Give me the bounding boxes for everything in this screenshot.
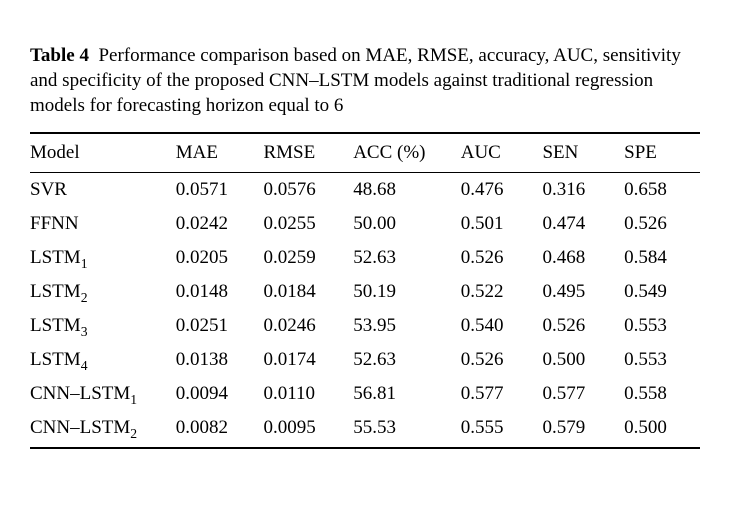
cell-spe: 0.584 <box>624 241 700 275</box>
model-base: FFNN <box>30 213 79 234</box>
cell-sen: 0.500 <box>542 343 624 377</box>
cell-acc: 48.68 <box>353 173 461 208</box>
table-row: LSTM30.02510.024653.950.5400.5260.553 <box>30 309 700 343</box>
cell-mae: 0.0138 <box>176 343 264 377</box>
table-label: Table 4 <box>30 45 89 66</box>
cell-model: LSTM3 <box>30 309 176 343</box>
cell-sen: 0.495 <box>542 275 624 309</box>
performance-table: Model MAE RMSE ACC (%) AUC SEN SPE SVR 0.… <box>30 132 700 449</box>
cell-auc: 0.522 <box>461 275 543 309</box>
cell-mae: 0.0148 <box>176 275 264 309</box>
cell-spe: 0.553 <box>624 309 700 343</box>
cell-rmse: 0.0095 <box>263 411 353 448</box>
cell-sen: 0.468 <box>542 241 624 275</box>
table-caption: Table 4 Performance comparison based on … <box>30 43 700 118</box>
cell-auc: 0.501 <box>461 207 543 241</box>
table-header-row: Model MAE RMSE ACC (%) AUC SEN SPE <box>30 133 700 173</box>
col-header-rmse: RMSE <box>263 133 353 173</box>
model-subscript: 4 <box>81 358 88 373</box>
cell-acc: 55.53 <box>353 411 461 448</box>
cell-auc: 0.476 <box>461 173 543 208</box>
cell-sen: 0.526 <box>542 309 624 343</box>
cell-rmse: 0.0110 <box>263 377 353 411</box>
cell-spe: 0.549 <box>624 275 700 309</box>
cell-sen: 0.474 <box>542 207 624 241</box>
model-subscript: 3 <box>81 324 88 339</box>
cell-acc: 56.81 <box>353 377 461 411</box>
model-base: CNN–LSTM <box>30 383 130 404</box>
col-header-model: Model <box>30 133 176 173</box>
col-header-mae: MAE <box>176 133 264 173</box>
cell-model: CNN–LSTM1 <box>30 377 176 411</box>
model-base: LSTM <box>30 349 81 370</box>
cell-mae: 0.0082 <box>176 411 264 448</box>
cell-spe: 0.500 <box>624 411 700 448</box>
cell-acc: 50.00 <box>353 207 461 241</box>
col-header-auc: AUC <box>461 133 543 173</box>
cell-auc: 0.555 <box>461 411 543 448</box>
cell-spe: 0.553 <box>624 343 700 377</box>
table-body: SVR 0.05710.057648.680.4760.3160.658 FFNN 0… <box>30 173 700 449</box>
cell-rmse: 0.0174 <box>263 343 353 377</box>
cell-spe: 0.658 <box>624 173 700 208</box>
table-row: FFNN 0.02420.025550.000.5010.4740.526 <box>30 207 700 241</box>
cell-sen: 0.577 <box>542 377 624 411</box>
model-subscript: 1 <box>81 256 88 271</box>
cell-mae: 0.0094 <box>176 377 264 411</box>
cell-rmse: 0.0255 <box>263 207 353 241</box>
cell-rmse: 0.0246 <box>263 309 353 343</box>
model-subscript: 1 <box>130 392 137 407</box>
model-base: LSTM <box>30 281 81 302</box>
cell-mae: 0.0205 <box>176 241 264 275</box>
cell-auc: 0.540 <box>461 309 543 343</box>
cell-model: LSTM4 <box>30 343 176 377</box>
cell-rmse: 0.0184 <box>263 275 353 309</box>
model-subscript: 2 <box>130 426 137 441</box>
table-caption-text: Performance comparison based on MAE, RMS… <box>30 45 681 116</box>
model-base: CNN–LSTM <box>30 417 130 438</box>
model-subscript: 2 <box>81 290 88 305</box>
cell-model: LSTM2 <box>30 275 176 309</box>
cell-rmse: 0.0259 <box>263 241 353 275</box>
table-row: LSTM20.01480.018450.190.5220.4950.549 <box>30 275 700 309</box>
cell-auc: 0.526 <box>461 241 543 275</box>
cell-spe: 0.558 <box>624 377 700 411</box>
cell-model: SVR <box>30 173 176 208</box>
cell-auc: 0.526 <box>461 343 543 377</box>
table-row: LSTM40.01380.017452.630.5260.5000.553 <box>30 343 700 377</box>
cell-model: FFNN <box>30 207 176 241</box>
cell-rmse: 0.0576 <box>263 173 353 208</box>
cell-acc: 53.95 <box>353 309 461 343</box>
col-header-acc: ACC (%) <box>353 133 461 173</box>
model-base: LSTM <box>30 315 81 336</box>
col-header-spe: SPE <box>624 133 700 173</box>
model-base: LSTM <box>30 247 81 268</box>
cell-model: LSTM1 <box>30 241 176 275</box>
cell-mae: 0.0571 <box>176 173 264 208</box>
table-row: LSTM10.02050.025952.630.5260.4680.584 <box>30 241 700 275</box>
performance-table-block: Table 4 Performance comparison based on … <box>30 43 700 449</box>
cell-spe: 0.526 <box>624 207 700 241</box>
cell-sen: 0.316 <box>542 173 624 208</box>
cell-acc: 52.63 <box>353 343 461 377</box>
cell-model: CNN–LSTM2 <box>30 411 176 448</box>
table-row: CNN–LSTM20.00820.009555.530.5550.5790.50… <box>30 411 700 448</box>
col-header-sen: SEN <box>542 133 624 173</box>
table-row: CNN–LSTM10.00940.011056.810.5770.5770.55… <box>30 377 700 411</box>
cell-acc: 50.19 <box>353 275 461 309</box>
model-base: SVR <box>30 179 67 200</box>
cell-sen: 0.579 <box>542 411 624 448</box>
table-row: SVR 0.05710.057648.680.4760.3160.658 <box>30 173 700 208</box>
cell-mae: 0.0242 <box>176 207 264 241</box>
cell-acc: 52.63 <box>353 241 461 275</box>
cell-auc: 0.577 <box>461 377 543 411</box>
cell-mae: 0.0251 <box>176 309 264 343</box>
